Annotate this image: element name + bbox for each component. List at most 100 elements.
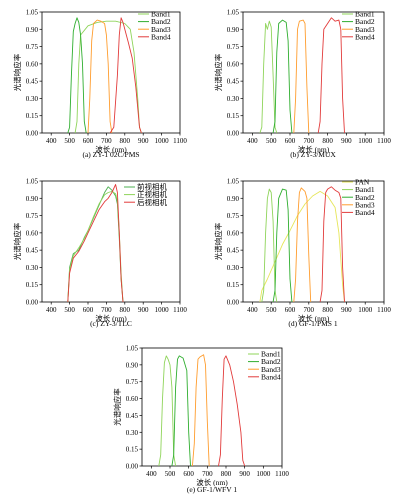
- y-tick-label: 0.45: [26, 247, 39, 255]
- y-tick-label: 1.05: [126, 345, 139, 353]
- y-tick-label: 0.75: [26, 212, 39, 220]
- y-tick-label: 0.00: [126, 463, 139, 471]
- series-line-4: [317, 17, 345, 133]
- x-tick-label: 700: [304, 137, 315, 145]
- y-tick-label: 0.90: [126, 361, 139, 369]
- x-tick-label: 800: [322, 306, 333, 314]
- legend-label: Band4: [151, 32, 171, 41]
- x-tick-label: 800: [120, 306, 131, 314]
- x-tick-label: 800: [221, 470, 232, 478]
- y-tick-label: 0.30: [227, 264, 240, 272]
- y-tick-label: 0.45: [227, 247, 240, 255]
- y-tick-label: 1.05: [26, 178, 39, 186]
- x-tick-label: 1000: [256, 470, 271, 478]
- y-axis-label: 光谱响应率: [12, 222, 22, 260]
- series-line-2: [67, 190, 124, 302]
- legend-label: Band4: [355, 208, 375, 217]
- panel-1: 400 500 600 700 800 900 1000 1100 0.00 0.15 0.30 0.…: [12, 9, 187, 160]
- y-tick-label: 1.05: [227, 178, 240, 186]
- x-tick-label: 400: [46, 306, 57, 314]
- panel-caption: (b) ZY-3/MUX: [290, 150, 336, 159]
- panel-caption: (c) ZY-3/TLC: [90, 319, 132, 328]
- series-line-4: [218, 355, 246, 466]
- plot-frame: [41, 180, 181, 303]
- series-line-1: [74, 20, 142, 133]
- legend-label: 前视相机: [137, 182, 167, 192]
- legend-label: Band2: [261, 357, 281, 366]
- x-tick-label: 400: [46, 137, 57, 145]
- legend-label: Band2: [355, 193, 375, 202]
- series-line-3: [191, 354, 210, 466]
- x-tick-label: 600: [285, 306, 296, 314]
- y-tick-label: 0.30: [26, 95, 39, 103]
- x-tick-label: 700: [101, 137, 112, 145]
- x-tick-label: 400: [247, 137, 258, 145]
- x-tick-label: 500: [165, 470, 176, 478]
- y-tick-label: 0.90: [227, 26, 240, 34]
- x-tick-label: 500: [266, 137, 277, 145]
- y-tick-label: 0.45: [126, 412, 139, 420]
- y-tick-label: 0.15: [227, 112, 240, 120]
- x-tick-label: 600: [183, 470, 194, 478]
- series-line-2: [261, 188, 278, 302]
- y-axis-label: 光谱响应率: [213, 222, 223, 260]
- y-axis-label: 光谱响应率: [213, 53, 223, 91]
- series-line-2: [67, 17, 87, 133]
- y-tick-label: 0.60: [227, 60, 240, 68]
- y-tick-label: 0.30: [227, 95, 240, 103]
- series-line-2: [171, 355, 191, 466]
- x-tick-label: 1100: [275, 470, 289, 478]
- legend-label: Band3: [355, 25, 375, 34]
- y-tick-label: 0.30: [26, 264, 39, 272]
- y-tick-label: 1.05: [227, 9, 240, 17]
- legend-label: Band2: [355, 17, 375, 26]
- legend-label: Band4: [261, 372, 281, 381]
- y-axis-label: 光谱响应率: [112, 388, 122, 426]
- y-tick-label: 0.75: [227, 43, 240, 51]
- x-tick-label: 1100: [377, 137, 391, 145]
- x-tick-label: 1100: [173, 306, 187, 314]
- series-line-3: [87, 19, 113, 133]
- series-line-1: [67, 186, 124, 302]
- y-tick-label: 1.05: [26, 9, 39, 17]
- series-line-3: [67, 184, 124, 302]
- y-tick-label: 0.60: [126, 395, 139, 403]
- panel-caption: (e) GF-1/WFV 1: [187, 485, 238, 494]
- y-tick-label: 0.30: [126, 429, 139, 437]
- y-tick-label: 0.15: [227, 281, 240, 289]
- x-tick-label: 600: [83, 137, 94, 145]
- series-line-5: [319, 186, 345, 302]
- legend-label: Band1: [355, 185, 375, 194]
- legend-label: PAN: [355, 178, 370, 187]
- x-tick-label: 900: [138, 306, 149, 314]
- legend-label: Band1: [151, 10, 171, 19]
- legend-label: Band2: [151, 17, 171, 26]
- series-line-3: [293, 19, 310, 133]
- plot-frame: [242, 11, 385, 134]
- x-tick-label: 900: [341, 306, 352, 314]
- x-tick-label: 900: [239, 470, 250, 478]
- y-tick-label: 0.00: [227, 299, 240, 307]
- legend-label: Band3: [261, 365, 281, 374]
- x-tick-label: 1000: [358, 306, 373, 314]
- plot-frame: [141, 347, 283, 467]
- series-line-2: [272, 19, 293, 133]
- series-line-1: [259, 190, 345, 302]
- panel-caption: (a) ZY-1 02C/PMS: [82, 150, 139, 159]
- y-tick-label: 0.00: [227, 130, 240, 138]
- y-tick-label: 0.45: [227, 78, 240, 86]
- y-tick-label: 0.45: [26, 78, 39, 86]
- x-tick-label: 500: [64, 137, 75, 145]
- y-tick-label: 0.00: [26, 130, 39, 138]
- legend-label: Band3: [151, 25, 171, 34]
- y-tick-label: 0.60: [26, 60, 39, 68]
- x-axis-label: 波长 (nm): [196, 477, 228, 487]
- y-tick-label: 0.90: [26, 26, 39, 34]
- x-axis-label: 波长 (nm): [298, 313, 330, 323]
- x-axis-label: 波长 (nm): [298, 144, 330, 154]
- y-axis-label: 光谱响应率: [12, 53, 22, 91]
- x-tick-label: 500: [64, 306, 75, 314]
- plot-frame: [41, 11, 181, 134]
- x-tick-label: 1100: [173, 137, 187, 145]
